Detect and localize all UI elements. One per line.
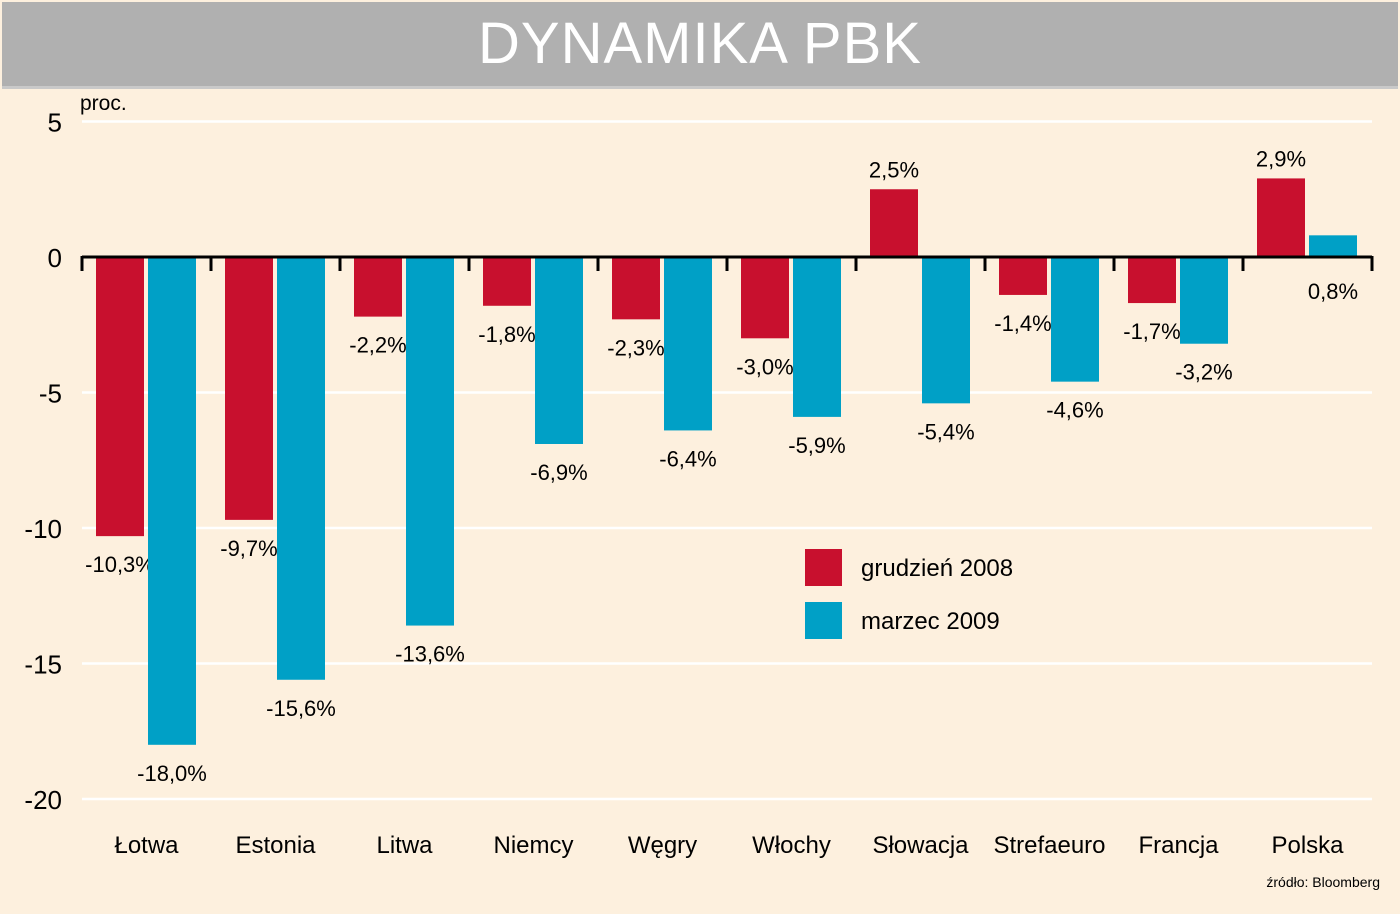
data-label: -3,0% bbox=[736, 354, 793, 379]
bar-grudzien-2008 bbox=[354, 257, 402, 317]
legend-swatch bbox=[805, 549, 842, 586]
y-tick-label: -15 bbox=[24, 650, 62, 680]
y-tick-label: 5 bbox=[48, 108, 62, 138]
bar-marzec-2009 bbox=[1309, 235, 1357, 257]
y-tick-label: -10 bbox=[24, 514, 62, 544]
bar-grudzien-2008 bbox=[483, 257, 531, 306]
bar-grudzien-2008 bbox=[1128, 257, 1176, 304]
bar-marzec-2009 bbox=[277, 257, 325, 680]
x-category-label: Węgry bbox=[628, 832, 697, 859]
bar-grudzien-2008 bbox=[1257, 178, 1305, 257]
bar-marzec-2009 bbox=[535, 257, 583, 444]
data-label: -18,0% bbox=[137, 761, 207, 786]
x-category-label: Francja bbox=[1138, 832, 1219, 859]
data-label: -13,6% bbox=[395, 642, 465, 667]
data-label: -5,9% bbox=[788, 433, 845, 458]
bar-marzec-2009 bbox=[148, 257, 196, 745]
data-label: 0,8% bbox=[1308, 279, 1358, 304]
bar-marzec-2009 bbox=[664, 257, 712, 431]
bar-grudzien-2008 bbox=[741, 257, 789, 339]
x-category-label: Strefaeuro bbox=[993, 832, 1105, 859]
x-category-label: Słowacja bbox=[872, 832, 969, 859]
x-category-label: Estonia bbox=[235, 832, 316, 859]
y-tick-label: -5 bbox=[39, 379, 62, 409]
y-tick-label: -20 bbox=[24, 785, 62, 815]
source-note: źródło: Bloomberg bbox=[1266, 874, 1380, 890]
bar-grudzien-2008 bbox=[612, 257, 660, 320]
chart-title: DYNAMIKA PBK bbox=[478, 11, 922, 76]
data-label: 2,9% bbox=[1256, 146, 1306, 171]
bar-marzec-2009 bbox=[793, 257, 841, 417]
legend-label: marzec 2009 bbox=[861, 608, 1000, 635]
data-label: -1,4% bbox=[994, 311, 1051, 336]
x-category-label: Polska bbox=[1271, 832, 1344, 859]
data-label: 2,5% bbox=[869, 157, 919, 182]
data-label: -9,7% bbox=[220, 536, 277, 561]
data-label: -1,8% bbox=[478, 322, 535, 347]
bar-grudzien-2008 bbox=[96, 257, 144, 537]
chart-header: DYNAMIKA PBK bbox=[2, 2, 1398, 89]
data-label: -3,2% bbox=[1175, 360, 1232, 385]
bar-marzec-2009 bbox=[922, 257, 970, 404]
data-label: -4,6% bbox=[1046, 398, 1103, 423]
data-label: -2,3% bbox=[607, 335, 664, 360]
legend-swatch bbox=[805, 602, 842, 639]
x-category-label: Włochy bbox=[752, 832, 831, 859]
bar-grudzien-2008 bbox=[870, 189, 918, 257]
data-label: -1,7% bbox=[1123, 319, 1180, 344]
y-axis-label: proc. bbox=[80, 92, 127, 115]
data-label: -15,6% bbox=[266, 696, 336, 721]
legend-label: grudzień 2008 bbox=[861, 555, 1013, 582]
data-label: -6,9% bbox=[530, 460, 587, 485]
x-category-label: Litwa bbox=[376, 832, 433, 859]
data-label: -6,4% bbox=[659, 446, 716, 471]
data-label: -10,3% bbox=[85, 552, 155, 577]
bar-marzec-2009 bbox=[406, 257, 454, 626]
data-label: -5,4% bbox=[917, 419, 974, 444]
x-category-label: Łotwa bbox=[114, 832, 179, 859]
x-category-label: Niemcy bbox=[493, 832, 573, 859]
bar-marzec-2009 bbox=[1180, 257, 1228, 344]
bar-grudzien-2008 bbox=[999, 257, 1047, 295]
bar-marzec-2009 bbox=[1051, 257, 1099, 382]
y-tick-label: 0 bbox=[48, 243, 62, 273]
data-label: -2,2% bbox=[349, 333, 406, 358]
bar-grudzien-2008 bbox=[225, 257, 273, 520]
